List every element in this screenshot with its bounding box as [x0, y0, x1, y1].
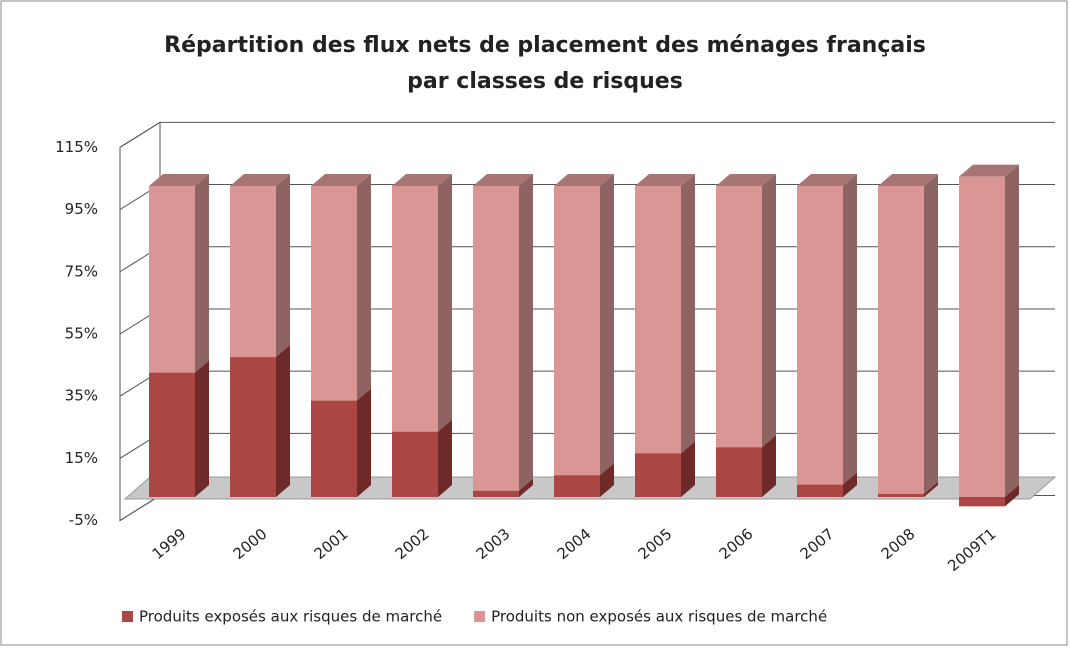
bar	[635, 186, 681, 454]
bar-side	[924, 481, 938, 497]
bar-side	[357, 388, 371, 497]
bar	[149, 186, 195, 373]
bar	[959, 497, 1005, 507]
bar	[392, 186, 438, 432]
bar	[959, 176, 1005, 498]
bar-side	[600, 463, 614, 497]
bar-top	[635, 174, 695, 186]
bar-side	[438, 174, 452, 432]
bar-side	[519, 478, 533, 497]
bar-side	[276, 174, 290, 358]
bar-side	[519, 174, 533, 491]
bar-side	[600, 174, 614, 476]
bar-side	[1005, 164, 1019, 498]
bar-side	[195, 360, 209, 497]
y-tick-label: 75%	[65, 262, 98, 280]
chart-title: par classes de risques	[407, 69, 683, 94]
bar-top	[473, 174, 533, 186]
bar-side	[276, 345, 290, 497]
bar	[878, 493, 924, 497]
bar	[635, 453, 681, 497]
legend-swatch	[474, 611, 486, 622]
bar-top	[149, 174, 209, 186]
y-tick-label: 55%	[65, 324, 98, 342]
bar-side	[762, 435, 776, 497]
bar-side	[681, 441, 695, 497]
bar-top	[554, 174, 614, 186]
bar-top	[959, 164, 1019, 177]
bar-side	[924, 174, 938, 494]
bar-top	[392, 174, 452, 186]
bar	[878, 186, 924, 494]
bar-side	[762, 174, 776, 448]
bar	[311, 186, 357, 401]
bar	[473, 490, 519, 497]
bar	[230, 186, 276, 358]
bar	[392, 431, 438, 497]
bar-side	[1005, 485, 1019, 507]
bar	[797, 186, 843, 485]
bar	[473, 186, 519, 491]
bar-top	[797, 174, 857, 186]
legend-label: Produits non exposés aux risques de marc…	[491, 608, 827, 626]
y-tick-label: 35%	[65, 387, 98, 405]
chart-title: Répartition des flux nets de placement d…	[164, 33, 926, 58]
legend-label: Produits exposés aux risques de marché	[139, 608, 442, 626]
y-tick-label: 15%	[65, 449, 98, 467]
bar-side	[843, 174, 857, 485]
bar	[554, 475, 600, 497]
bar	[149, 372, 195, 497]
bar-top	[230, 174, 290, 186]
bar	[230, 357, 276, 497]
bar	[797, 484, 843, 497]
y-tick-label: 115%	[55, 138, 98, 156]
bar-top	[311, 174, 371, 186]
y-tick-label: -5%	[69, 511, 98, 529]
bar-side	[195, 174, 209, 373]
bar-top	[878, 174, 938, 186]
bar	[716, 186, 762, 448]
bar	[554, 186, 600, 476]
grid-line	[119, 121, 1055, 148]
bar	[716, 447, 762, 497]
bar-top	[716, 174, 776, 186]
legend-swatch	[122, 611, 133, 622]
bar-side	[438, 419, 452, 497]
bar-side	[681, 174, 695, 454]
bar-side	[357, 174, 371, 401]
bar-side	[843, 472, 857, 497]
bar	[311, 400, 357, 497]
y-tick-label: 95%	[65, 200, 98, 218]
